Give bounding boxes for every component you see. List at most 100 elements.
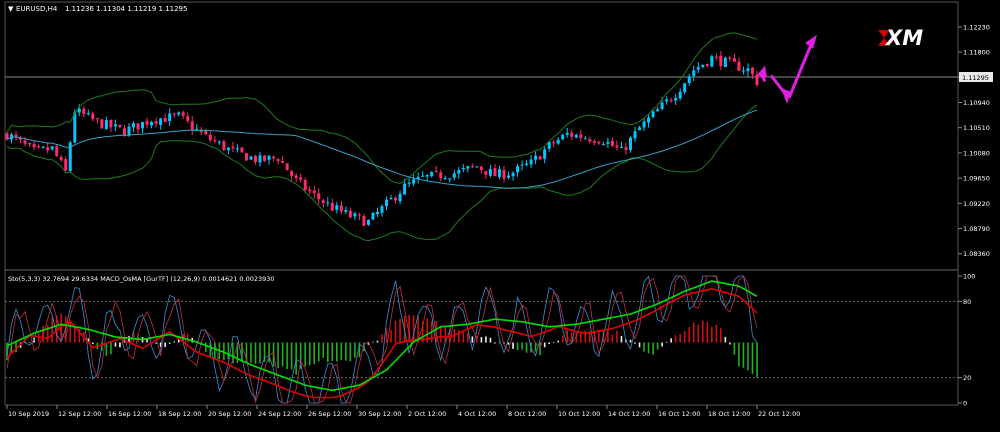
macd-histogram-bar: [426, 318, 428, 343]
logo-mark: [878, 30, 890, 46]
candle-body: [737, 61, 741, 71]
macd-histogram-bar: [507, 342, 510, 345]
macd-histogram-bar: [15, 342, 17, 353]
candle-body: [710, 56, 714, 67]
macd-histogram-bar: [263, 342, 266, 363]
candle-body: [276, 159, 280, 162]
candle-body: [674, 97, 678, 101]
menu-arrow-icon[interactable]: ▼: [8, 5, 14, 13]
osc-tick-label: 80: [963, 298, 971, 306]
macd-histogram-bar: [661, 342, 663, 347]
macd-histogram-bar: [494, 342, 496, 344]
macd-histogram-bar: [60, 313, 63, 343]
macd-histogram-bar: [37, 333, 40, 343]
time-tick-label: 20 Sep 12:00: [208, 410, 251, 418]
price-tick-label: 1.09220: [963, 200, 990, 208]
price-tick-label: 1.10940: [963, 99, 990, 107]
macd-histogram-bar: [132, 331, 135, 343]
candle-body: [434, 170, 438, 172]
macd-histogram-bar: [756, 342, 758, 378]
macd-histogram-bar: [620, 335, 623, 343]
macd-histogram-bar: [412, 315, 415, 343]
candle-body: [235, 148, 239, 150]
macd-histogram-bar: [46, 324, 49, 343]
macd-histogram-bar: [417, 316, 419, 343]
candle-body: [163, 118, 167, 122]
macd-histogram-bar: [439, 325, 442, 343]
macd-histogram-bar: [724, 336, 727, 343]
macd-histogram-bar: [552, 342, 555, 343]
candle-body: [610, 140, 614, 146]
macd-histogram-bar: [290, 342, 293, 370]
macd-histogram-bar: [146, 338, 148, 343]
macd-histogram-bar: [78, 329, 81, 343]
macd-histogram-bar: [421, 321, 424, 343]
candle-body: [601, 143, 605, 145]
candle-body: [240, 147, 244, 153]
macd-histogram-bar: [277, 342, 279, 369]
candle-body: [398, 193, 402, 202]
candle-body: [443, 178, 447, 180]
candle-body: [452, 173, 456, 178]
candle-body: [678, 91, 682, 99]
candle-body: [574, 134, 578, 138]
candle-body: [150, 121, 154, 126]
candle-body: [303, 180, 307, 190]
candle-body: [226, 147, 230, 151]
candle-body: [213, 140, 217, 142]
candle-body: [326, 202, 330, 204]
candle-body: [181, 112, 185, 116]
macd-histogram-bar: [73, 327, 76, 343]
macd-histogram-bar: [241, 342, 243, 363]
macd-histogram-bar: [489, 337, 492, 343]
candle-body: [141, 121, 145, 129]
macd-histogram-bar: [110, 342, 112, 355]
macd-histogram-bar: [570, 332, 573, 343]
macd-histogram-bar: [747, 342, 749, 371]
macd-histogram-bar: [295, 342, 297, 375]
macd-histogram-bar: [616, 330, 618, 343]
macd-histogram-bar: [223, 342, 225, 360]
macd-histogram-bar: [611, 334, 614, 343]
candle-body: [552, 142, 556, 144]
macd-histogram-bar: [480, 337, 483, 343]
time-tick-label: 24 Sep 12:00: [258, 410, 301, 418]
macd-histogram-bar: [114, 342, 117, 347]
candle-body: [457, 170, 461, 174]
macd-histogram-bar: [720, 328, 722, 343]
candle-body: [619, 146, 623, 148]
macd-histogram-bar: [697, 324, 700, 343]
candle-body: [516, 166, 520, 173]
candle-body: [407, 182, 411, 184]
candle-body: [267, 155, 271, 160]
macd-histogram-bar: [336, 342, 338, 362]
macd-histogram-bar: [128, 336, 130, 343]
candle-body: [41, 146, 45, 148]
macd-histogram-bar: [105, 342, 108, 357]
macd-histogram-bar: [548, 342, 550, 345]
time-axis: 10 Sep 2019 12 Sep 12:00 16 Sep 12:00 18 Se…: [6, 405, 800, 418]
candle-body: [750, 67, 754, 75]
macd-histogram-bar: [119, 342, 121, 348]
time-tick-label: 30 Sep 12:00: [358, 410, 401, 418]
candle-body: [714, 56, 718, 58]
candle-body: [651, 111, 655, 118]
macd-histogram-bar: [349, 342, 352, 362]
candle-body: [385, 199, 389, 207]
macd-histogram-bar: [92, 342, 94, 345]
macd-histogram-bar: [155, 342, 157, 344]
current-price-tag: [959, 72, 993, 82]
macd-histogram-bar: [647, 342, 650, 354]
candle-body: [534, 155, 538, 160]
macd-histogram-bar: [462, 331, 465, 343]
candle-body: [222, 141, 226, 150]
macd-histogram-bar: [512, 342, 514, 349]
candle-body: [64, 159, 68, 171]
candle-body: [430, 171, 434, 177]
price-tick-label: 1.10080: [963, 149, 990, 157]
time-tick-label: 4 Oct 12:00: [458, 410, 496, 418]
macd-histogram-bar: [656, 342, 659, 350]
candle-body: [755, 74, 759, 85]
